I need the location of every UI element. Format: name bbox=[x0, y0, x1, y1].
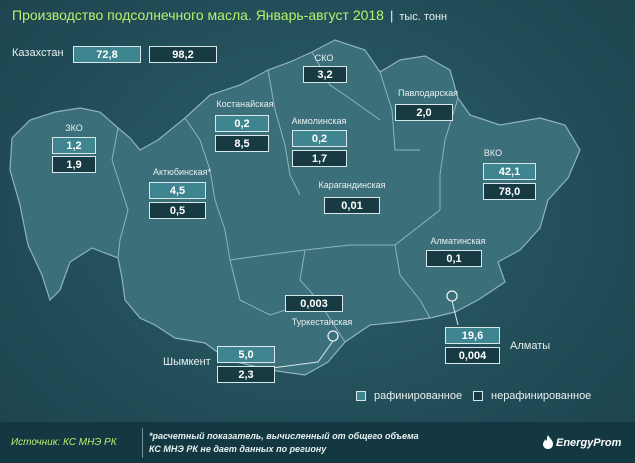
almaty-refined-value: 19,6 bbox=[445, 327, 500, 344]
legend-unrefined-swatch bbox=[473, 391, 483, 401]
title-text: Производство подсолнечного масла. Январь… bbox=[12, 7, 384, 23]
almaty-label: Алматы bbox=[510, 340, 551, 352]
unit-label: тыс. тонн bbox=[399, 11, 448, 23]
aktobe-unrefined-value: 0,5 bbox=[149, 202, 206, 219]
legend-unrefined: нерафинированное bbox=[473, 390, 591, 402]
page-title: Производство подсолнечного масла. Январь… bbox=[12, 7, 447, 23]
shymkent-label: Шымкент bbox=[163, 356, 211, 368]
legend-unrefined-label: нерафинированное bbox=[491, 390, 592, 402]
footer-bar bbox=[0, 422, 635, 463]
almaty-leader-line bbox=[451, 300, 459, 326]
legend-refined: рафинированное bbox=[356, 390, 462, 402]
vko-unrefined-value: 78,0 bbox=[483, 183, 536, 200]
border-karaganda-south bbox=[229, 209, 441, 261]
border-akmola-pavlodar bbox=[379, 71, 420, 151]
almaty-region-label: Алматинская bbox=[430, 236, 486, 246]
legend-refined-label: рафинированное bbox=[374, 390, 463, 402]
border-almaty-region bbox=[394, 244, 431, 319]
source-text: Источник: КС МНЭ РК bbox=[11, 437, 117, 448]
aktobe-refined-value: 4,5 bbox=[149, 182, 206, 199]
akmola-refined-value: 0,2 bbox=[292, 130, 347, 147]
footnote: *расчетный показатель, вычисленный от об… bbox=[149, 430, 419, 456]
kostanay-refined-value: 0,2 bbox=[215, 115, 269, 132]
shymkent-leader-line bbox=[271, 340, 334, 369]
national-unrefined-value: 98,2 bbox=[149, 46, 217, 63]
national-refined-value: 72,8 bbox=[73, 46, 141, 63]
zko-refined-value: 1,2 bbox=[52, 137, 96, 154]
shymkent-refined-value: 5,0 bbox=[217, 346, 275, 363]
almaty-unrefined-value: 0,004 bbox=[445, 347, 500, 364]
akmola-unrefined-value: 1,7 bbox=[292, 150, 347, 167]
country-shape bbox=[9, 39, 581, 376]
vko-label: ВКО bbox=[483, 148, 503, 158]
kostanay-label: Костанайская bbox=[216, 99, 274, 109]
pavlodar-unrefined-value: 2,0 bbox=[395, 104, 453, 121]
vko-refined-value: 42,1 bbox=[483, 163, 536, 180]
karaganda-unrefined-value: 0,01 bbox=[324, 197, 380, 214]
zko-unrefined-value: 1,9 bbox=[52, 156, 96, 173]
sko-unrefined-value: 3,2 bbox=[303, 66, 347, 83]
national-label: Казахстан bbox=[12, 47, 64, 59]
kostanay-unrefined-value: 8,5 bbox=[215, 135, 269, 152]
karaganda-label: Карагандинская bbox=[318, 180, 386, 190]
akmola-label: Акмолинская bbox=[291, 116, 347, 126]
footnote-line-1: *расчетный показатель, вычисленный от об… bbox=[149, 431, 419, 441]
zko-label: ЗКО bbox=[65, 123, 83, 133]
brand-logo: EnergyProm bbox=[556, 437, 622, 449]
border-turkestan bbox=[299, 249, 346, 343]
pavlodar-label: Павлодарская bbox=[398, 88, 458, 98]
leader-lines bbox=[271, 300, 459, 369]
almaty-region-unrefined-value: 0,1 bbox=[426, 250, 482, 267]
turkestan-unrefined-value: 0,003 bbox=[285, 295, 343, 312]
aktobe-label: Актюбинская* bbox=[152, 167, 212, 177]
title-separator: | bbox=[389, 8, 394, 23]
border-zko-aktobe bbox=[111, 127, 129, 259]
border-kostanay-akmola bbox=[267, 69, 301, 196]
footnote-line-2: КС МНЭ РК не дает данных по региону bbox=[149, 444, 327, 454]
legend-refined-swatch bbox=[356, 391, 366, 401]
border-aktobe-kostanay bbox=[184, 117, 231, 261]
flame-icon bbox=[543, 435, 553, 449]
turkestan-label: Туркестанская bbox=[291, 317, 353, 327]
sko-label: СКО bbox=[314, 53, 334, 63]
footer-divider bbox=[142, 428, 143, 458]
shymkent-unrefined-value: 2,3 bbox=[217, 366, 275, 383]
